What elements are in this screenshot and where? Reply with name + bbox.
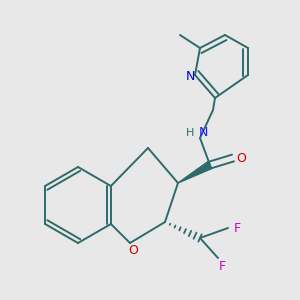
Text: F: F — [218, 260, 226, 272]
Text: O: O — [128, 244, 138, 257]
Text: N: N — [198, 127, 208, 140]
Text: N: N — [185, 70, 195, 83]
Text: H: H — [186, 128, 194, 138]
Text: F: F — [233, 221, 241, 235]
Text: O: O — [236, 152, 246, 164]
Polygon shape — [178, 161, 212, 183]
